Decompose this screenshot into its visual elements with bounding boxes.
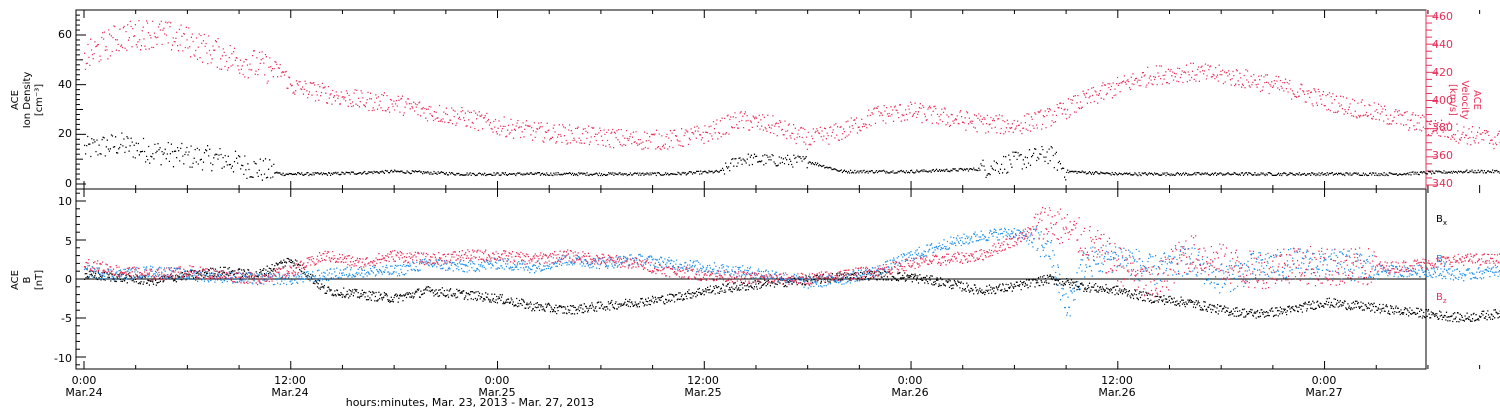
density-axis-title: ACE Ion Density [cm⁻³] — [10, 72, 45, 129]
b-tick-label: 5 — [65, 235, 72, 248]
x-axis-labels: 0:00 Mar.24 12:00 Mar.24 0:00 Mar.25 12:… — [65, 374, 1342, 409]
b-title-line2: B — [22, 276, 33, 283]
density-title-line1: ACE — [10, 90, 21, 110]
density-tick-label: 60 — [58, 28, 72, 41]
density-title-line2: Ion Density — [22, 72, 33, 129]
b-tick-label: -5 — [61, 312, 72, 325]
b-legend: Bx By Bz — [1436, 214, 1447, 305]
velocity-tick-label: 380 — [1432, 121, 1453, 134]
x-tick-time: 12:00 — [274, 374, 306, 387]
x-tick-time: 12:00 — [687, 374, 719, 387]
density-tick-label: 20 — [58, 127, 72, 140]
x-tick-date: Mar.26 — [1098, 386, 1135, 399]
top-panel-frame — [75, 9, 1427, 190]
bz-points — [84, 206, 1500, 298]
x-tick-time: 0:00 — [898, 374, 923, 387]
density-tick-label: 0 — [65, 177, 72, 190]
x-tick-date: Mar.27 — [1305, 386, 1342, 399]
velocity-title-line1: ACE — [1471, 90, 1482, 110]
velocity-tick-label: 360 — [1432, 149, 1453, 162]
velocity-points — [84, 19, 1500, 151]
data-points — [84, 19, 1500, 323]
by-points — [84, 226, 1500, 317]
velocity-tick-label: 400 — [1432, 94, 1453, 107]
b-tick-label: 0 — [65, 273, 72, 286]
density-points — [84, 132, 1500, 181]
b-axis-labels: 10 5 0 -5 -10 — [54, 195, 72, 365]
b-tick-label: -10 — [54, 352, 72, 365]
velocity-title-line2: Velocity — [1459, 80, 1470, 119]
density-tick-label: 40 — [58, 78, 72, 91]
velocity-tick-label: 340 — [1432, 177, 1453, 190]
x-tick-time: 12:00 — [1101, 374, 1133, 387]
density-axis-labels: 60 40 20 0 — [58, 28, 72, 190]
b-title-line3: [nT] — [34, 270, 45, 290]
x-axis-title: hours:minutes, Mar. 23, 2013 - Mar. 27, … — [346, 396, 595, 409]
velocity-tick-label: 460 — [1432, 10, 1453, 23]
velocity-title-line3: [km/s] — [1447, 84, 1458, 116]
legend-bx: Bx — [1436, 214, 1447, 227]
x-tick-time: 0:00 — [72, 374, 97, 387]
velocity-axis-labels: 460 440 420 400 380 360 340 — [1432, 10, 1453, 190]
density-title-line3: [cm⁻³] — [34, 84, 45, 116]
x-tick-date: Mar.24 — [65, 386, 102, 399]
velocity-tick-label: 440 — [1432, 38, 1453, 51]
axis-ticks — [76, 10, 1481, 369]
velocity-axis-title: ACE Velocity [km/s] — [1447, 80, 1482, 119]
x-tick-date: Mar.26 — [891, 386, 928, 399]
x-tick-date: Mar.24 — [271, 386, 308, 399]
b-axis-title: ACE B [nT] — [10, 270, 45, 290]
x-tick-date: Mar.25 — [478, 386, 515, 399]
legend-by: By — [1436, 254, 1447, 267]
x-tick-time: 0:00 — [485, 374, 510, 387]
x-tick-time: 0:00 — [1312, 374, 1337, 387]
b-tick-label: 10 — [58, 195, 72, 208]
legend-bz: Bz — [1436, 292, 1447, 305]
velocity-tick-label: 420 — [1432, 66, 1453, 79]
b-title-line1: ACE — [10, 270, 21, 290]
x-tick-date: Mar.25 — [684, 386, 721, 399]
